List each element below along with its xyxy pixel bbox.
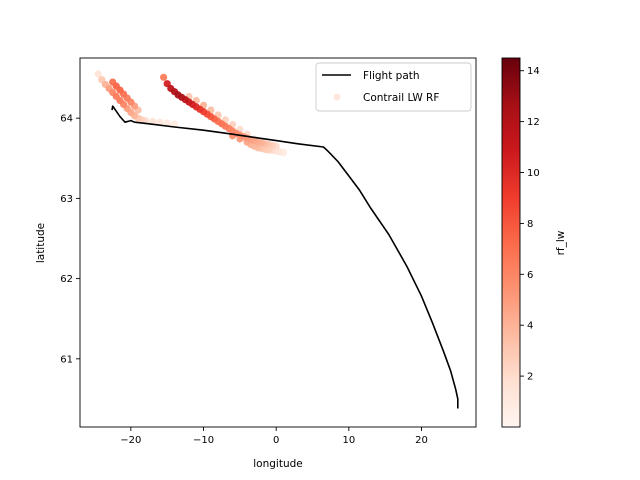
y-tick-label: 62 — [60, 274, 73, 285]
x-tick-label: −20 — [120, 435, 141, 446]
legend-label-contrail: Contrail LW RF — [363, 92, 439, 104]
colorbar-tick-label: 10 — [527, 168, 540, 179]
x-tick-label: 10 — [342, 435, 355, 446]
legend: Flight path Contrail LW RF — [315, 62, 472, 112]
y-tick-label: 61 — [60, 354, 73, 365]
x-axis-label: longitude — [253, 458, 302, 470]
x-tick-label: 0 — [273, 435, 279, 446]
colorbar: 2 4 6 8 10 12 14 rf_lw — [501, 57, 567, 428]
contrail-point — [94, 70, 102, 78]
x-tick-label: −10 — [193, 435, 214, 446]
contrail-point — [174, 91, 182, 99]
legend-label-flight: Flight path — [363, 70, 420, 82]
colorbar-tick-label: 2 — [527, 372, 533, 383]
colorbar-tick-label: 8 — [527, 219, 533, 230]
contrail-point — [170, 120, 179, 128]
colorbar-tick-label: 14 — [527, 66, 540, 77]
contrail-point — [149, 117, 157, 125]
legend-box — [315, 62, 472, 112]
flight-path-layer — [111, 105, 459, 409]
legend-marker-contrail — [333, 93, 341, 101]
contrail-point — [163, 119, 171, 127]
x-tick-label: 20 — [415, 435, 428, 446]
colorbar-label: rf_lw — [555, 230, 567, 255]
colorbar-gradient — [501, 57, 521, 428]
y-axis-ticks: 61 62 63 64 — [60, 114, 80, 365]
contrail-point — [116, 96, 124, 105]
colorbar-tick-label: 12 — [527, 117, 540, 128]
contrail-point — [160, 73, 168, 81]
contrail-point — [116, 86, 124, 94]
plot-frame — [79, 57, 477, 428]
contrail-points — [94, 70, 287, 157]
colorbar-tick-label: 4 — [527, 321, 533, 332]
colorbar-tick-label: 6 — [527, 270, 533, 281]
colorbar-ticks: 2 4 6 8 10 12 14 — [520, 66, 540, 383]
flight-path-line — [111, 105, 459, 409]
x-axis-ticks: −20 −10 0 10 20 — [120, 427, 428, 446]
contrail-point — [156, 118, 164, 126]
y-tick-label: 63 — [60, 194, 73, 205]
y-axis-label: latitude — [35, 223, 47, 263]
y-tick-label: 64 — [60, 114, 73, 125]
